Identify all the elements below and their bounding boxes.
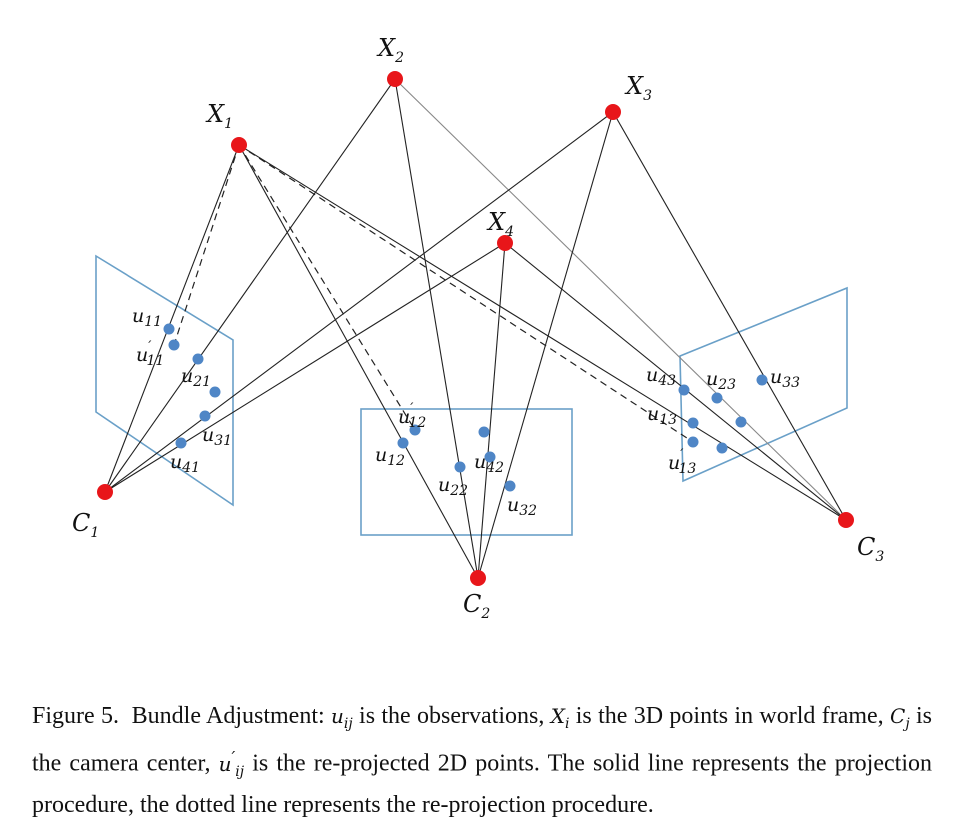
figure-caption: Figure 5. Bundle Adjustment: uij is the …	[32, 700, 932, 822]
label-u13p: u′ 13	[668, 447, 696, 477]
var-uij: uij	[331, 704, 353, 732]
camera-c3	[838, 512, 854, 528]
dot-u12	[397, 437, 409, 449]
ray-x2-c2	[394, 78, 479, 579]
dot-u22	[454, 461, 466, 473]
dot-u12p	[409, 424, 421, 436]
label-x1: X1	[205, 100, 233, 132]
label-u32: u32	[507, 494, 537, 519]
ray-x3-c3	[612, 111, 847, 521]
label-c3: C3	[857, 533, 884, 565]
camera-c2	[470, 570, 486, 586]
dot-u23	[711, 392, 723, 404]
var-cj: Cj	[890, 704, 910, 732]
caption-part-1: Bundle Adjustment:	[131, 703, 331, 729]
caption-prefix: Figure 5.	[32, 703, 119, 729]
label-u13: u13	[647, 403, 677, 428]
label-u23: u23	[706, 368, 736, 393]
caption-part-4: is the camera center,	[32, 703, 933, 777]
dot-u21b	[209, 386, 221, 398]
point-x2	[387, 71, 403, 87]
point-x1	[231, 137, 247, 153]
label-u22: u22	[438, 474, 468, 499]
ray-x1-c3	[238, 144, 847, 521]
ray-x1-c2	[238, 144, 479, 579]
caption-part-3: is the 3D points in world frame,	[569, 703, 891, 729]
label-u11: u11	[132, 305, 162, 330]
ray-x2-c1	[104, 78, 396, 493]
dot-u31	[199, 410, 211, 422]
reprojection-rays	[173, 144, 694, 443]
camera-c1	[97, 484, 113, 500]
ray-x3-c1	[104, 111, 614, 493]
projection-rays	[104, 78, 847, 579]
dot-u13p	[687, 436, 699, 448]
dot-u11	[163, 323, 175, 335]
label-u33: u33	[770, 366, 800, 391]
observation-dots	[163, 323, 768, 492]
label-u12p: u′ 12	[398, 401, 426, 431]
label-u21: u21	[181, 365, 211, 390]
label-u31: u31	[202, 424, 232, 449]
dot-u41	[175, 437, 187, 449]
label-c2: C2	[463, 590, 490, 622]
label-u12: u12	[375, 444, 405, 469]
dot-u33	[756, 374, 768, 386]
dot-u11p	[168, 339, 180, 351]
label-u42: u42	[474, 451, 504, 476]
var-xi: Xi	[550, 704, 570, 732]
image-plane-c2	[360, 408, 573, 536]
label-x2: X2	[376, 34, 404, 66]
label-u43: u43	[646, 364, 676, 389]
label-x3: X3	[624, 72, 652, 104]
reproj-x1-u13p	[238, 144, 694, 443]
ray-x4-c3	[504, 242, 847, 521]
var-uij-prime: u′ij	[218, 748, 245, 780]
red-points	[97, 71, 854, 586]
caption-part-5: is the re-projected 2D points. The solid…	[32, 750, 932, 818]
image-plane-c1	[95, 254, 234, 507]
ray-x2-c3	[394, 78, 847, 521]
label-u41: u41	[170, 451, 200, 476]
dot-u43	[678, 384, 690, 396]
label-x4: X4	[486, 208, 514, 240]
dot-u13c	[716, 442, 728, 454]
point-x3	[605, 104, 621, 120]
ray-x4-c1	[104, 242, 506, 493]
label-u11p: u′ 11	[136, 339, 164, 369]
dot-u13b	[735, 416, 747, 428]
dot-u21	[192, 353, 204, 365]
label-c1: C1	[72, 509, 99, 541]
image-plane-c3	[679, 286, 848, 483]
dot-u42a	[478, 426, 490, 438]
dot-u13	[687, 417, 699, 429]
dot-u42	[484, 451, 496, 463]
ray-x4-c2	[477, 242, 506, 579]
point-x4	[497, 235, 513, 251]
reproj-x1-u12p	[238, 144, 416, 431]
ray-x1-c1	[104, 144, 240, 493]
dot-u32	[504, 480, 516, 492]
caption-part-2: is the observations,	[352, 703, 551, 729]
